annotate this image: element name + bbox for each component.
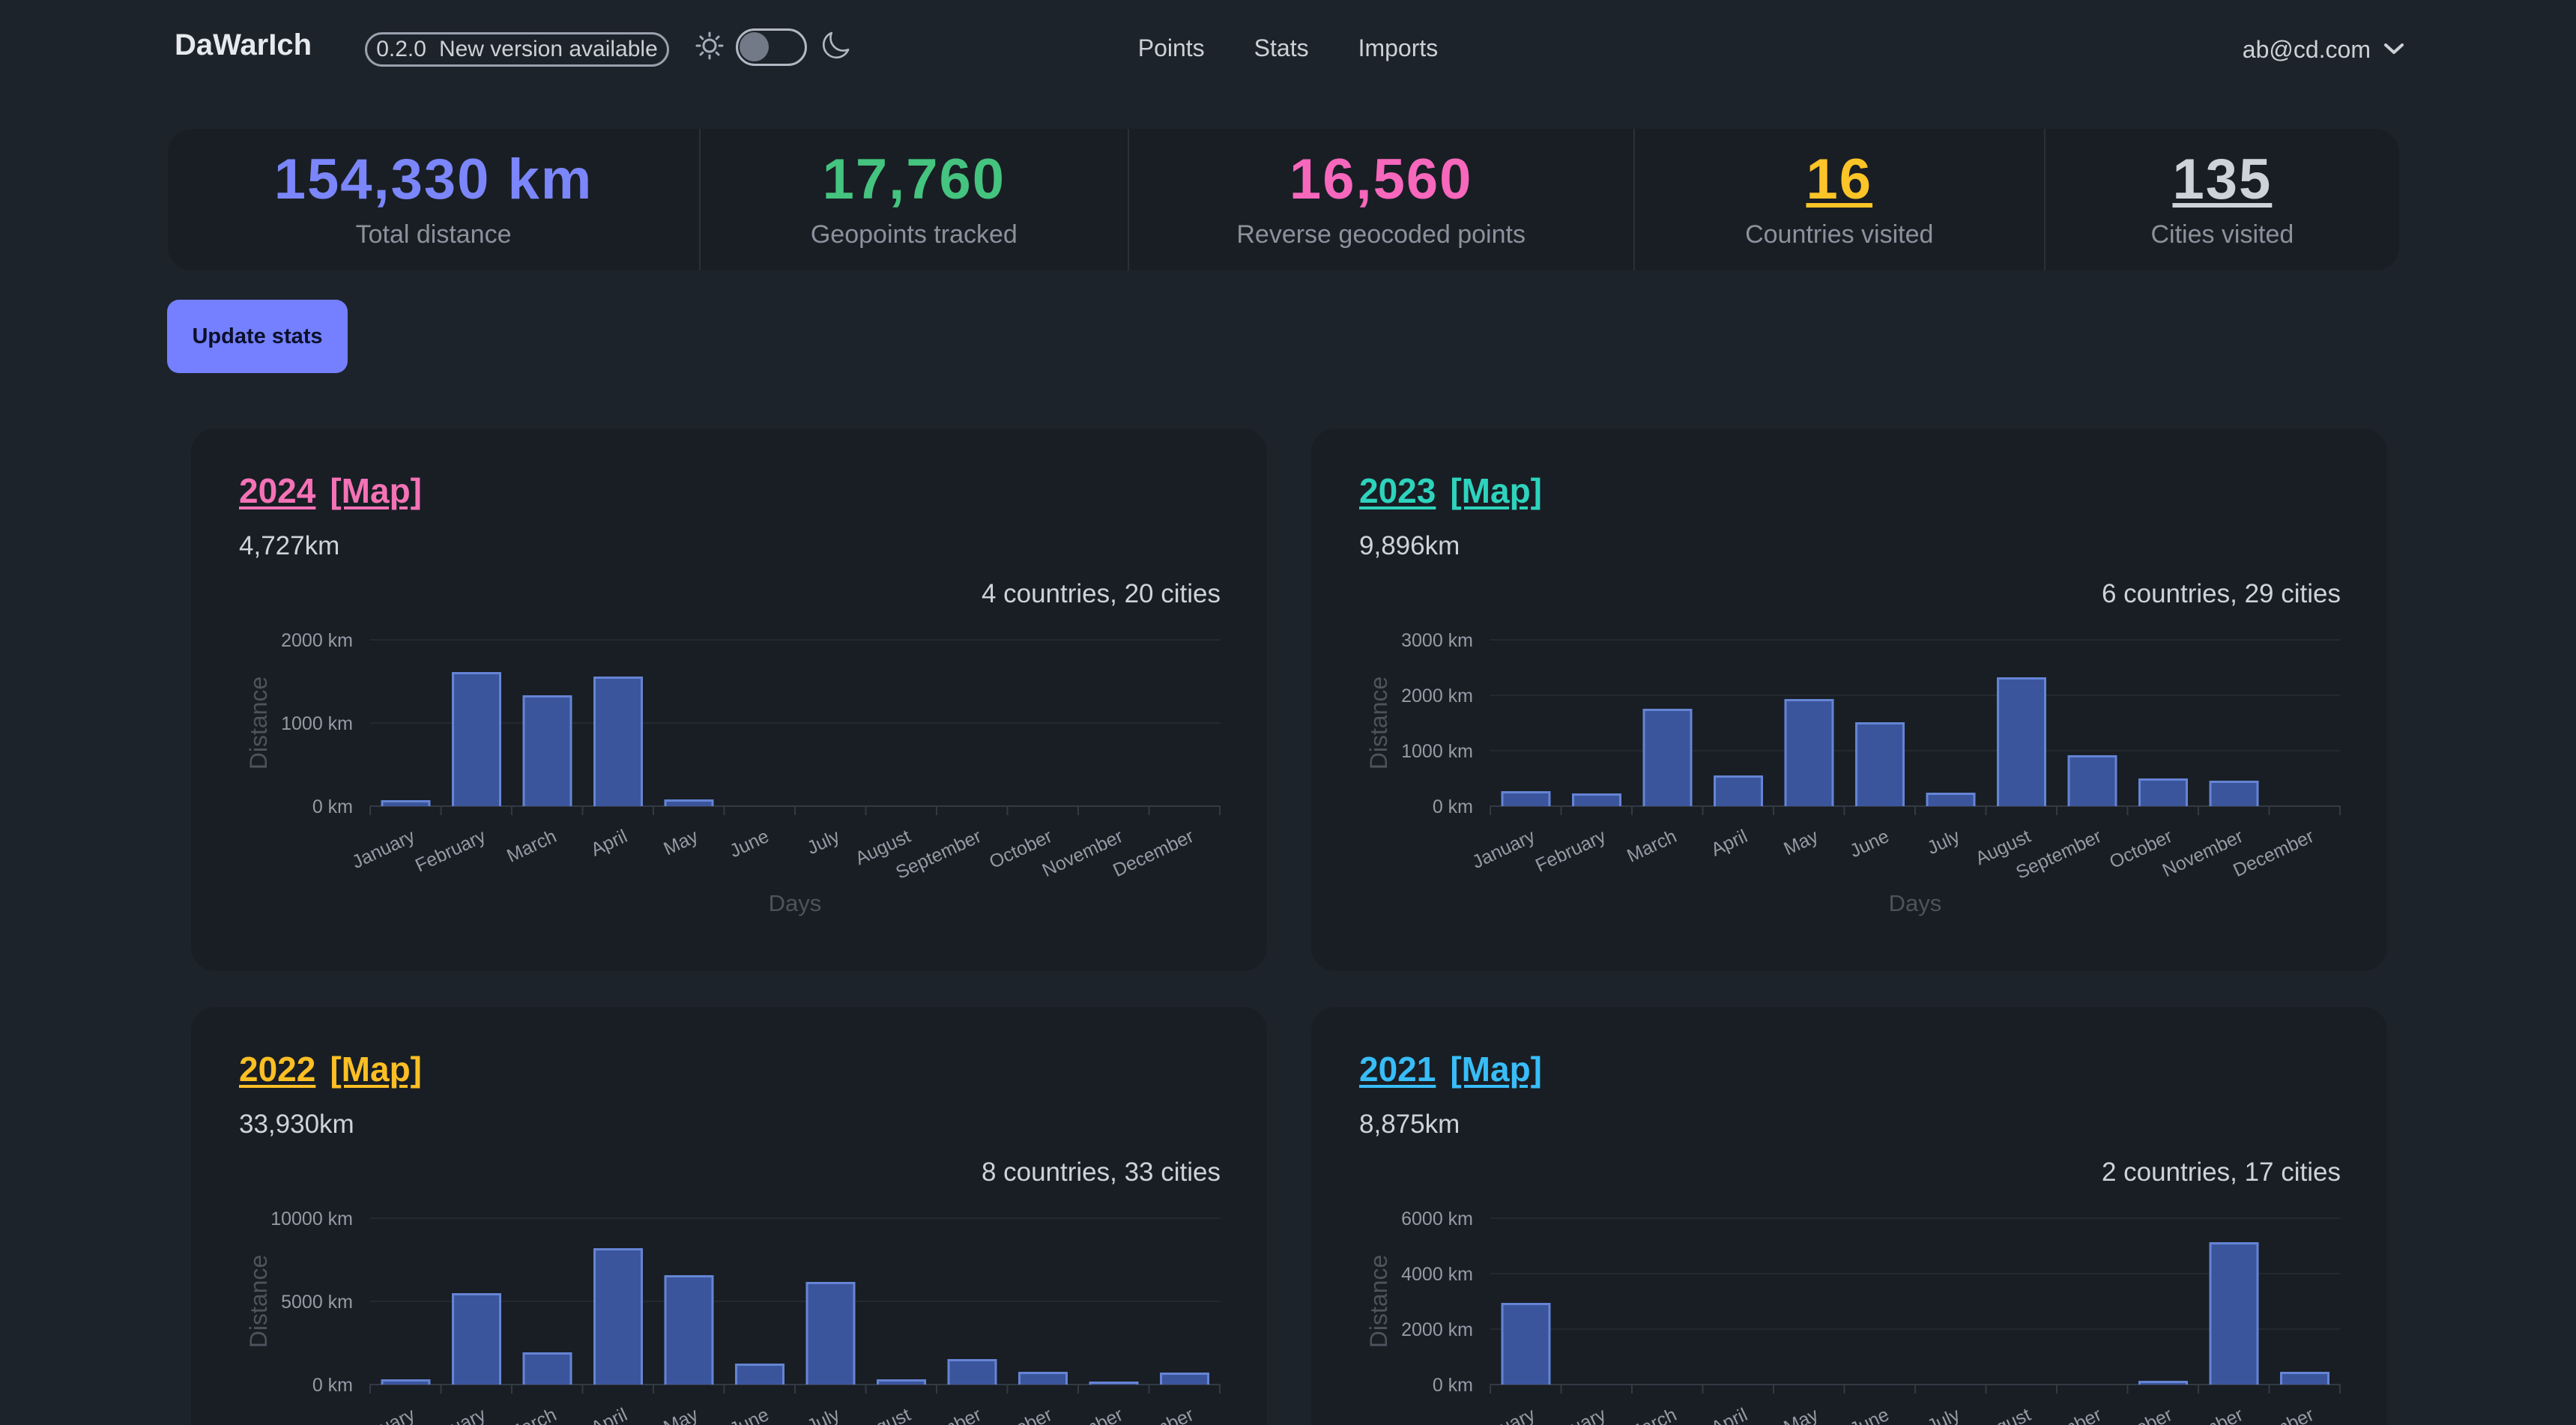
svg-text:Distance: Distance (1365, 677, 1392, 770)
svg-text:March: March (1624, 1404, 1680, 1425)
svg-text:March: March (1624, 826, 1680, 867)
svg-text:June: June (1847, 826, 1893, 862)
svg-text:February: February (1532, 1404, 1609, 1425)
svg-text:November: November (2159, 826, 2246, 881)
svg-text:January: January (1469, 1404, 1539, 1425)
svg-text:January: January (349, 1404, 419, 1425)
svg-text:Distance: Distance (245, 677, 272, 770)
svg-text:March: March (504, 826, 560, 867)
svg-text:3000 km: 3000 km (1401, 630, 1473, 651)
svg-text:10000 km: 10000 km (270, 1208, 353, 1229)
svg-text:August: August (1972, 1404, 2034, 1425)
svg-text:July: July (1924, 826, 1964, 859)
svg-text:January: January (349, 826, 419, 873)
svg-text:October: October (986, 1404, 1055, 1425)
svg-text:0 km: 0 km (1433, 1375, 1473, 1396)
svg-text:June: June (1847, 1404, 1893, 1425)
svg-text:May: May (660, 1404, 701, 1425)
svg-text:February: February (412, 826, 489, 877)
svg-text:July: July (1924, 1404, 1964, 1425)
svg-text:0 km: 0 km (1433, 796, 1473, 817)
svg-text:July: July (804, 1404, 844, 1425)
svg-text:2000 km: 2000 km (1401, 686, 1473, 707)
svg-text:Days: Days (1889, 890, 1942, 916)
svg-text:4000 km: 4000 km (1401, 1264, 1473, 1285)
svg-text:May: May (1780, 1404, 1821, 1425)
svg-text:June: June (727, 826, 773, 862)
svg-text:January: January (1469, 826, 1539, 873)
svg-text:0 km: 0 km (312, 1375, 353, 1396)
svg-text:1000 km: 1000 km (281, 713, 353, 734)
svg-text:June: June (727, 1404, 773, 1425)
svg-text:March: March (504, 1404, 560, 1425)
svg-text:Distance: Distance (1365, 1255, 1392, 1349)
svg-text:5000 km: 5000 km (281, 1292, 353, 1313)
svg-text:July: July (804, 826, 844, 859)
svg-text:April: April (1708, 826, 1750, 861)
svg-text:May: May (660, 826, 701, 860)
svg-text:Distance: Distance (245, 1255, 272, 1349)
svg-text:November: November (1039, 826, 1126, 881)
svg-text:February: February (412, 1404, 489, 1425)
svg-text:December: December (2230, 826, 2317, 881)
svg-text:April: April (587, 1404, 630, 1425)
svg-text:April: April (587, 826, 630, 861)
svg-text:2000 km: 2000 km (281, 630, 353, 651)
svg-text:October: October (2106, 1404, 2175, 1425)
svg-text:0 km: 0 km (312, 796, 353, 817)
svg-text:1000 km: 1000 km (1401, 741, 1473, 762)
svg-text:2000 km: 2000 km (1401, 1319, 1473, 1340)
svg-text:April: April (1708, 1404, 1750, 1425)
svg-text:Days: Days (769, 890, 822, 916)
svg-text:December: December (1110, 826, 1197, 881)
svg-text:February: February (1532, 826, 1609, 877)
svg-text:6000 km: 6000 km (1401, 1208, 1473, 1229)
svg-text:May: May (1780, 826, 1821, 860)
svg-text:August: August (852, 1404, 913, 1425)
